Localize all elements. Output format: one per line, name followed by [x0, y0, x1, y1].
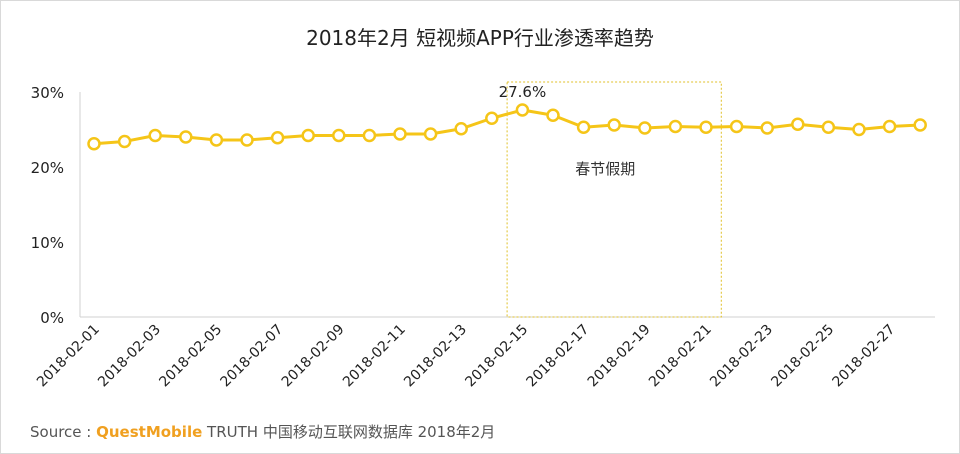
source-rest: TRUTH 中国移动互联网数据库 2018年2月 [207, 423, 496, 441]
data-point [852, 122, 866, 137]
data-point [117, 134, 132, 149]
x-tick-label: 2018-02-07 [218, 322, 287, 391]
data-point [240, 133, 254, 147]
x-tick-label: 2018-02-03 [95, 322, 164, 391]
data-point [423, 127, 438, 141]
series-line [93, 108, 921, 146]
data-point [209, 133, 224, 147]
series-penetration: 27.6% [87, 83, 927, 151]
data-point [546, 108, 560, 122]
y-tick-label: 30% [31, 84, 64, 102]
x-tick-label: 2018-02-21 [646, 322, 715, 391]
data-point [882, 119, 897, 134]
source-brand: QuestMobile [96, 423, 203, 441]
data-point [301, 128, 315, 143]
x-tick-label: 2018-02-13 [401, 322, 470, 391]
y-tick-label: 10% [31, 234, 64, 252]
data-point [821, 120, 836, 134]
x-tick-label: 2018-02-27 [830, 322, 899, 391]
data-point [148, 128, 162, 143]
data-point [638, 121, 652, 135]
data-point [179, 130, 193, 144]
chart-title: 2018年2月 短视频APP行业渗透率趋势 [306, 26, 654, 50]
x-tick-label: 2018-02-23 [707, 322, 776, 391]
y-tick-label: 0% [40, 309, 64, 327]
x-tick-label: 2018-02-19 [585, 322, 654, 391]
data-point [485, 111, 499, 125]
source-prefix: Source : [30, 423, 92, 441]
x-tick-label: 2018-02-15 [462, 322, 531, 391]
data-point [87, 137, 101, 151]
data-point [699, 120, 713, 134]
x-tick-label: 2018-02-09 [279, 322, 348, 391]
y-tick-label: 20% [31, 159, 64, 177]
data-point [576, 120, 591, 134]
holiday-box [506, 81, 722, 318]
x-tick-label: 2018-02-05 [156, 322, 225, 391]
data-point [760, 121, 774, 135]
x-tick-label: 2018-02-11 [340, 322, 409, 391]
holiday-annotation: 春节假期 [506, 81, 722, 318]
data-point [393, 127, 407, 141]
x-axis-tick-labels: 2018-02-012018-02-032018-02-052018-02-07… [34, 322, 898, 391]
data-point [332, 128, 346, 143]
source-note: Source : QuestMobile TRUTH 中国移动互联网数据库 20… [30, 421, 495, 442]
data-point [454, 122, 468, 136]
peak-data-label: 27.6% [499, 83, 547, 101]
x-tick-label: 2018-02-17 [524, 322, 593, 391]
data-point [729, 119, 744, 134]
data-point [791, 117, 805, 131]
holiday-label: 春节假期 [575, 160, 635, 178]
data-point [270, 131, 285, 145]
data-point [607, 118, 621, 132]
axes: 0% 10% 20% 30% [31, 84, 935, 327]
data-point [668, 119, 683, 134]
data-point [515, 103, 530, 117]
data-point [362, 128, 377, 143]
x-tick-label: 2018-02-25 [768, 322, 837, 391]
data-point [913, 118, 927, 132]
x-tick-label: 2018-02-01 [34, 322, 103, 391]
